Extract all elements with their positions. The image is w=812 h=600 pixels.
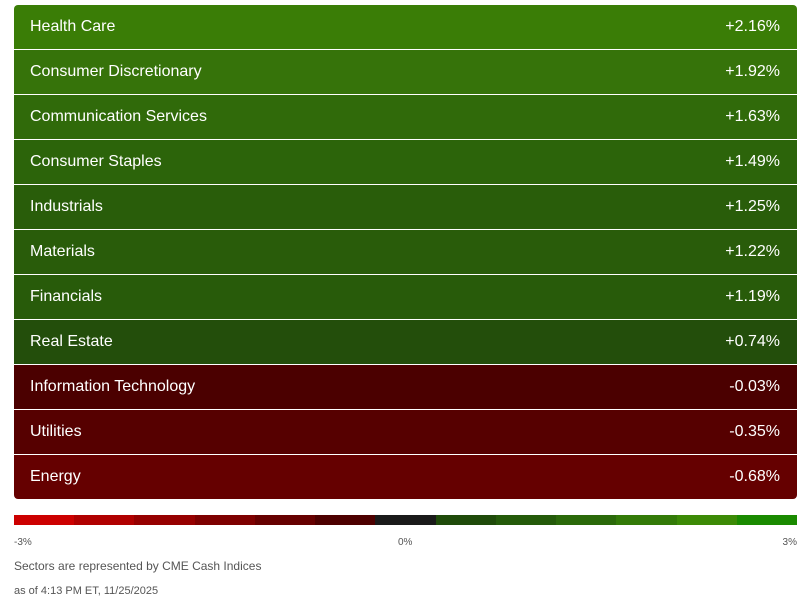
sector-name: Utilities [30,423,82,440]
sector-name: Health Care [30,18,116,35]
source-note: Sectors are represented by CME Cash Indi… [14,559,262,573]
sector-name: Consumer Staples [30,153,162,170]
sector-name: Financials [30,288,103,305]
scale-labels: -3% 0% 3% [14,537,797,551]
sector-name: Materials [30,243,95,260]
sector-change: +1.63% [725,108,780,125]
sector-row[interactable]: Real Estate +0.74% [14,320,797,365]
sector-row[interactable]: Information Technology -0.03% [14,365,797,410]
sector-change: +1.22% [725,243,780,260]
sector-change: +1.25% [725,198,780,215]
sector-name: Information Technology [30,378,196,395]
scale-segment [435,515,496,525]
sector-performance-panel: Health Care +2.16% Consumer Discretionary +… [14,5,797,499]
scale-max-label: 3% [782,537,797,548]
scale-segment [254,515,316,525]
sector-row[interactable]: Materials +1.22% [14,230,797,275]
sector-change: +2.16% [725,18,780,35]
scale-min-label: -3% [14,537,32,548]
sector-row[interactable]: Financials +1.19% [14,275,797,320]
scale-segment [14,515,75,525]
sector-change: -0.68% [729,468,780,485]
performance-color-scale [14,515,798,525]
sector-change: +1.92% [725,63,780,80]
sector-row[interactable]: Consumer Discretionary +1.92% [14,50,797,95]
sector-row[interactable]: Industrials +1.25% [14,185,797,230]
scale-segment [375,515,436,525]
scale-mid-label: 0% [398,537,413,548]
sector-change: -0.03% [729,378,780,395]
scale-segment [616,515,677,525]
timestamp: as of 4:13 PM ET, 11/25/2025 [14,585,159,597]
scale-segment [676,515,737,525]
sector-name: Energy [30,468,81,485]
sector-name: Real Estate [30,333,113,350]
sector-row[interactable]: Energy -0.68% [14,455,797,499]
sector-name: Consumer Discretionary [30,63,202,80]
sector-change: +1.19% [725,288,780,305]
scale-segment [736,515,798,525]
sector-change: -0.35% [729,423,780,440]
sector-row[interactable]: Health Care +2.16% [14,5,797,50]
sector-name: Industrials [30,198,103,215]
scale-segment [495,515,557,525]
scale-segment [194,515,255,525]
sector-row[interactable]: Consumer Staples +1.49% [14,140,797,185]
scale-segment [556,515,617,525]
scale-segment [315,515,376,525]
scale-segment [74,515,135,525]
sector-list: Health Care +2.16% Consumer Discretionary +… [14,5,797,499]
sector-name: Communication Services [30,108,207,125]
sector-change: +0.74% [725,333,780,350]
scale-segment [134,515,195,525]
sector-change: +1.49% [725,153,780,170]
sector-row[interactable]: Utilities -0.35% [14,410,797,455]
sector-row[interactable]: Communication Services +1.63% [14,95,797,140]
